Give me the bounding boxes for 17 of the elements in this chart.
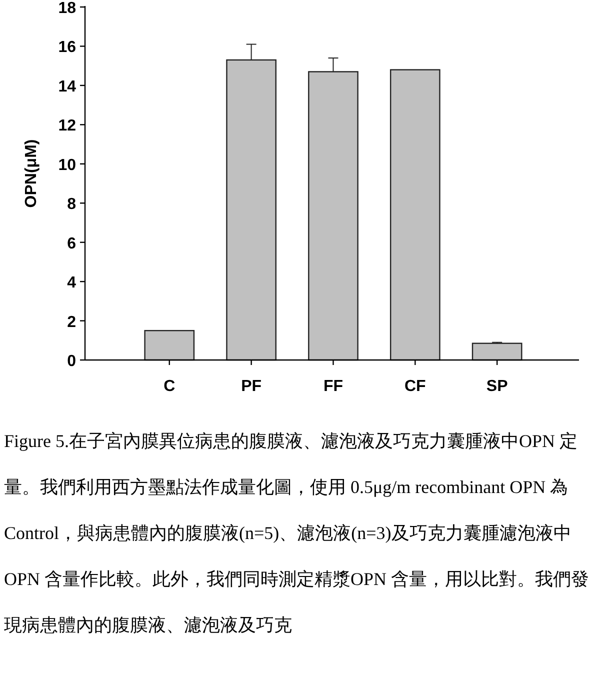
y-axis-title: OPN(μM)	[23, 139, 40, 208]
text: Figure 5.在子宮內膜異位病患的腹膜液、濾泡液及巧克力囊腫液中OPN 定量。我們利用西方墨點法作成量化圖，使用 0.5μg/m recombinant OPN 為 Control，與病患體內的腹膜液(n=5)、濾泡液(n=3)及巧克力囊腫濾泡液中 OPN 含量作比較。此外，我們同時測定精漿OPN 含量，用以比對。我們發現病患體內的腹膜液、濾泡液及巧克	[4, 431, 590, 635]
x-tick-label: FF	[323, 378, 344, 395]
y-tick-label: 18	[58, 0, 76, 17]
y-tick-label: 16	[58, 39, 76, 56]
x-tick-label: C	[164, 378, 176, 395]
y-tick-label: 12	[58, 118, 76, 135]
y-tick-label: 4	[67, 274, 76, 292]
y-tick-label: 10	[58, 156, 76, 174]
y-tick-label: 0	[67, 353, 76, 370]
x-tick-label: CF	[404, 378, 426, 395]
x-tick-label: SP	[486, 378, 508, 395]
y-tick-label: 6	[67, 235, 76, 252]
y-tick-label: 14	[58, 78, 76, 96]
x-tick-label: PF	[241, 378, 262, 395]
y-tick-label: 2	[67, 314, 76, 331]
y-tick-label: 8	[67, 196, 76, 214]
